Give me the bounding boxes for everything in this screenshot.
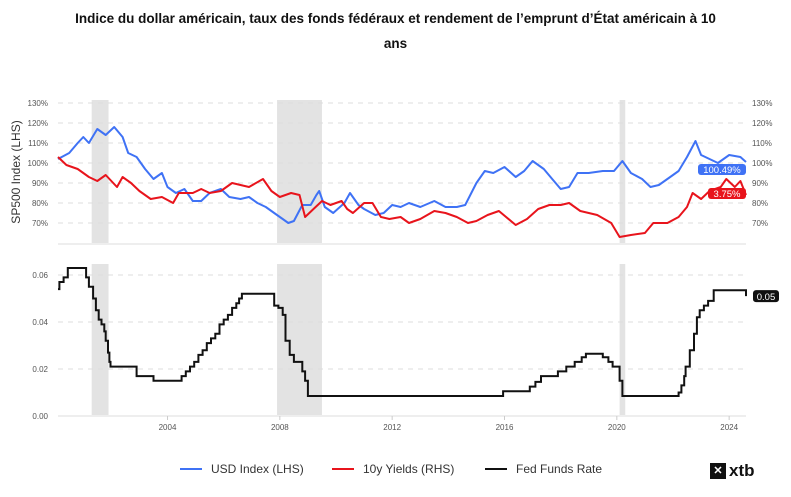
y-tick-label-left: 110% — [28, 139, 48, 148]
chart-title: Indice du dollar américain, taux des fon… — [0, 6, 791, 56]
chart-title-line-1: Indice du dollar américain, taux des fon… — [75, 11, 716, 26]
chart-title-line-2: ans — [383, 36, 408, 51]
y-tick-label-right: 100% — [752, 159, 772, 168]
y-tick-label-left: 90% — [32, 179, 48, 188]
legend-swatch — [332, 468, 354, 470]
y-tick-label: 0.04 — [32, 318, 48, 327]
recession-band — [277, 100, 322, 244]
xtb-logo: ✕ xtb — [710, 461, 755, 481]
y-tick-label-left: 130% — [28, 99, 48, 108]
y-tick-label-left: 100% — [28, 159, 48, 168]
y-tick-label-left: 80% — [32, 199, 48, 208]
yields-line — [57, 156, 747, 238]
y-axis-label: SP500 Index (LHS) — [9, 120, 23, 223]
legend-swatch — [180, 468, 202, 470]
legend-yields: 10y Yields (RHS) — [332, 462, 454, 476]
x-tick-label: 2008 — [271, 423, 289, 432]
y-tick-label-right: 110% — [752, 139, 772, 148]
xtb-logo-icon: ✕ — [710, 463, 726, 479]
legend-label: 10y Yields (RHS) — [363, 462, 455, 476]
fed-last-badge: 0.05 — [753, 290, 779, 303]
recession-band — [91, 100, 109, 244]
usd-last-badge: 100.49% — [698, 164, 746, 176]
legend-label: USD Index (LHS) — [211, 462, 304, 476]
yields-last-badge: 3.75% — [708, 188, 746, 200]
y-tick-label: 0.06 — [32, 271, 48, 280]
legend-label: Fed Funds Rate — [516, 462, 603, 476]
recession-band — [619, 264, 626, 416]
badge-bg — [698, 164, 746, 175]
fed-funds-line — [58, 267, 747, 397]
badge-label: 3.75% — [714, 189, 741, 200]
y-tick-label-right: 90% — [752, 179, 768, 188]
recession-band — [277, 264, 322, 416]
legend-fed: Fed Funds Rate — [485, 462, 602, 476]
legend-usd: USD Index (LHS) — [180, 462, 304, 476]
y-tick-label-left: 120% — [28, 119, 48, 128]
x-tick-label: 2012 — [383, 423, 401, 432]
legend-swatch — [485, 468, 507, 470]
y-tick-label-right: 80% — [752, 199, 768, 208]
badge-bg — [753, 290, 779, 303]
x-tick-label: 2020 — [608, 423, 626, 432]
recession-band — [619, 100, 626, 244]
x-tick-label: 2016 — [496, 423, 514, 432]
y-tick-label-left: 70% — [32, 219, 48, 228]
y-tick-label: 0.00 — [32, 412, 48, 421]
y-tick-label-right: 120% — [752, 119, 772, 128]
x-tick-label: 2024 — [720, 423, 738, 432]
y-tick-label-right: 70% — [752, 219, 768, 228]
x-tick-label: 2004 — [159, 423, 177, 432]
y-tick-label-right: 130% — [752, 99, 772, 108]
badge-label: 0.05 — [757, 292, 776, 303]
badge-bg — [708, 188, 746, 199]
y-tick-label: 0.02 — [32, 365, 48, 374]
badge-label: 100.49% — [703, 165, 741, 176]
usd-index-line — [57, 126, 747, 224]
